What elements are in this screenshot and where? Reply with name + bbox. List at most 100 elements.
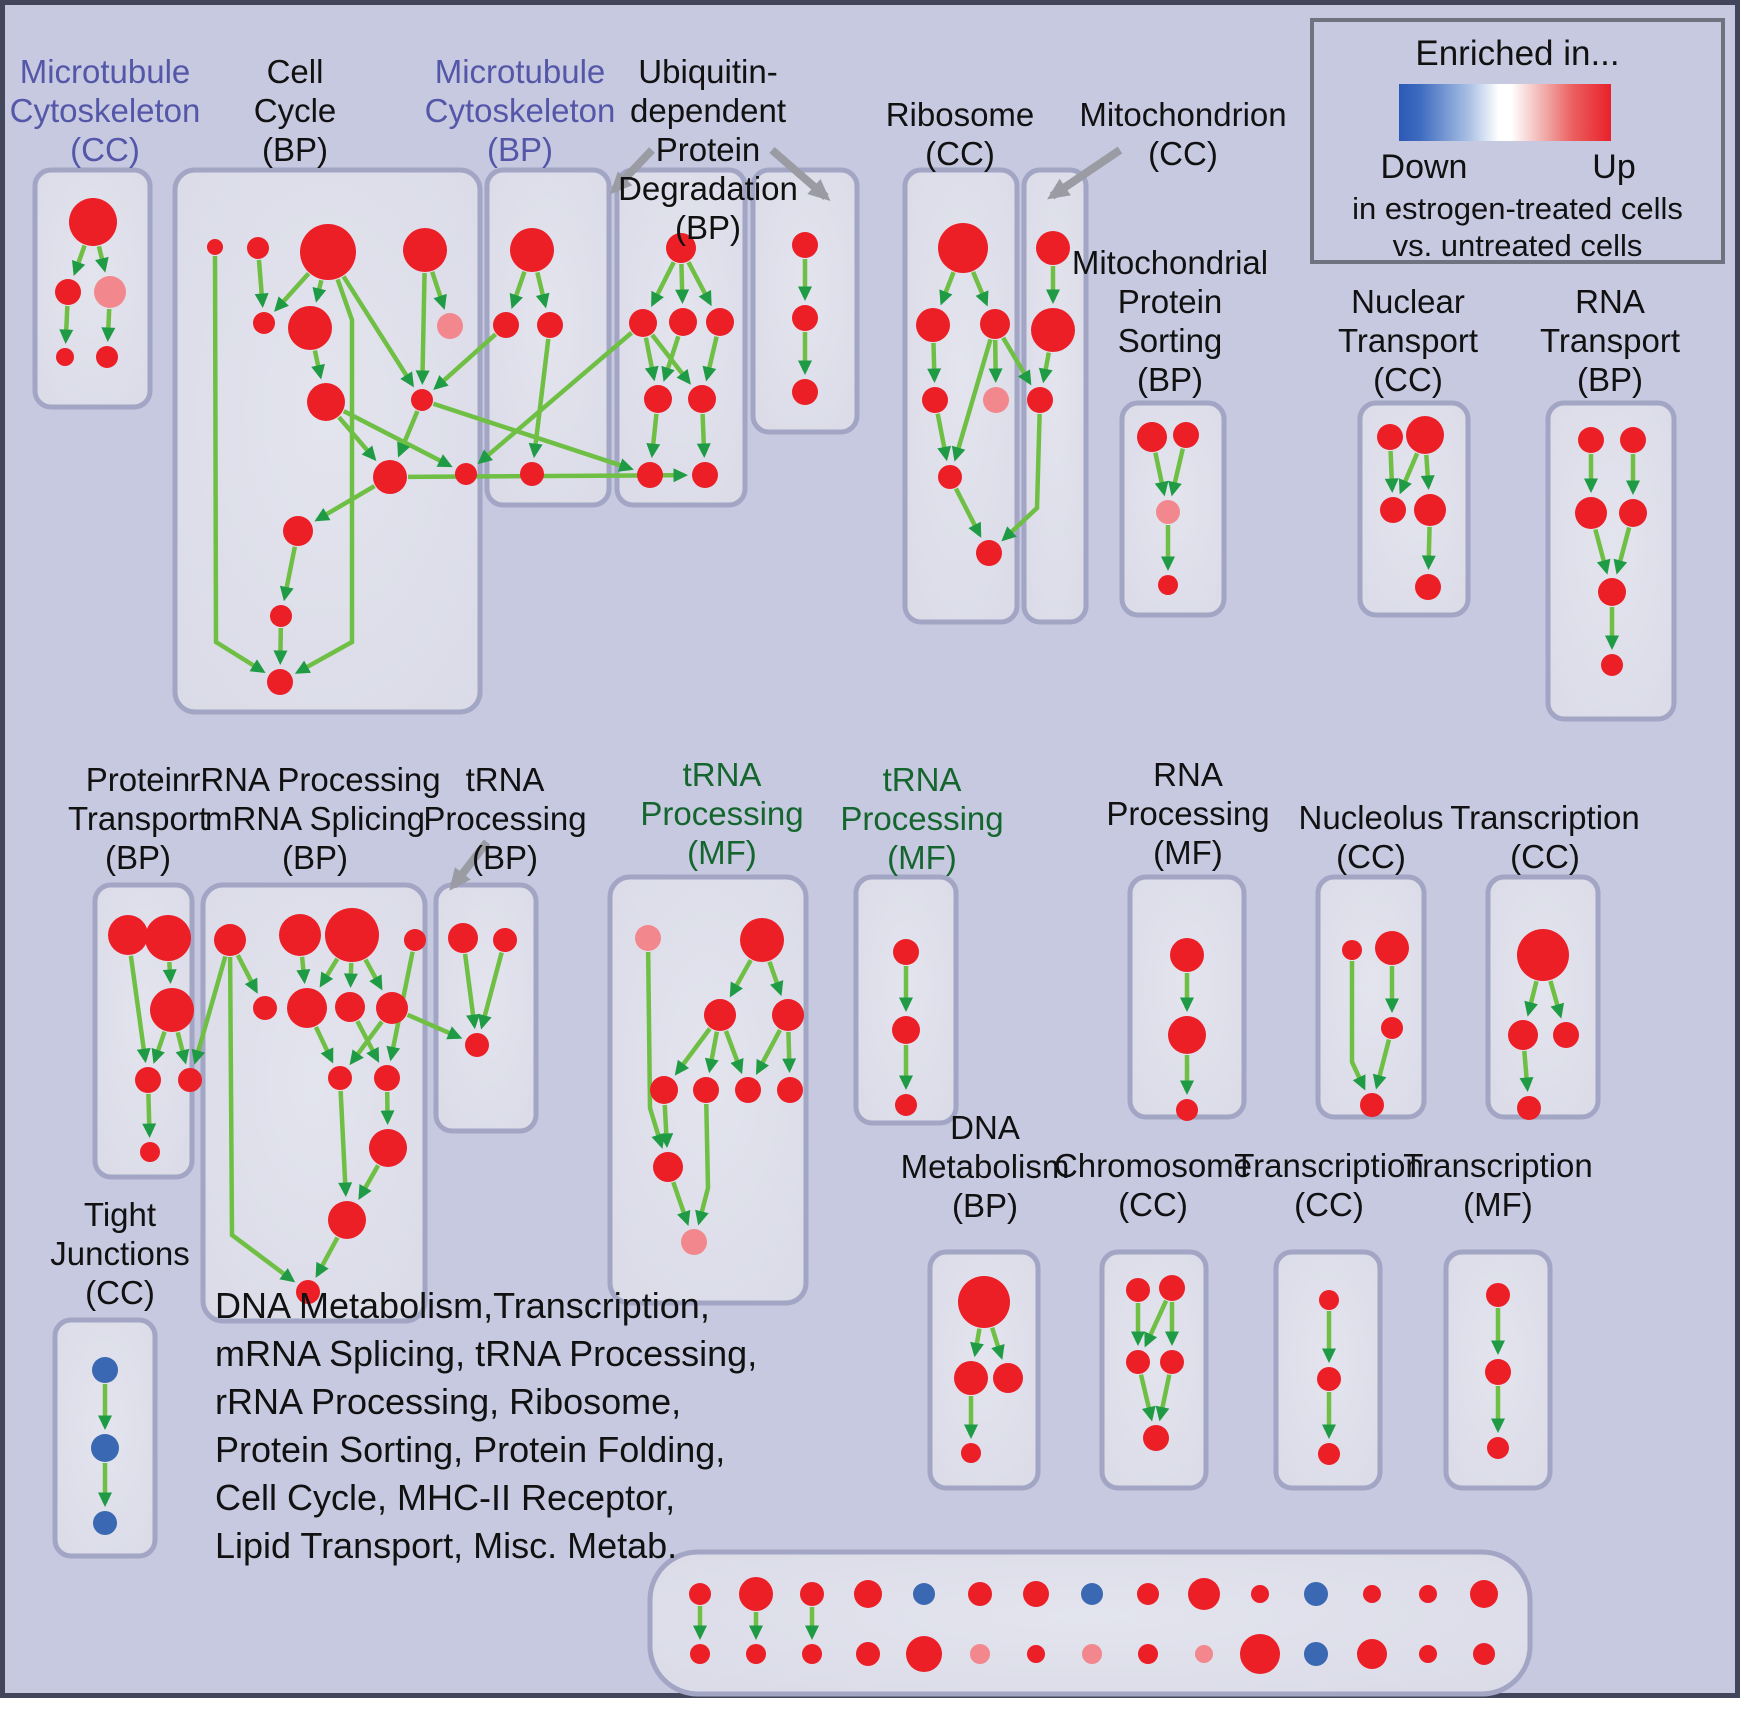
cluster-label: Ubiquitin-dependent Protein Degradation (BP… bbox=[528, 52, 888, 247]
cluster-label-line: mRNA Splicing bbox=[204, 800, 426, 837]
cluster-label-line: (BP) bbox=[105, 839, 171, 876]
cluster-label: RNA Processing (MF) bbox=[1008, 755, 1368, 872]
relation-arrow bbox=[723, 1030, 744, 1075]
go-term-node bbox=[288, 306, 332, 350]
go-term-node bbox=[1375, 931, 1409, 965]
go-term-node bbox=[1419, 1645, 1437, 1663]
cluster-box-rna-transport-bp bbox=[1545, 400, 1677, 722]
relation-arrow bbox=[294, 278, 355, 674]
go-term-node bbox=[644, 385, 672, 413]
relation-arrow bbox=[1372, 1039, 1392, 1090]
go-term-node bbox=[328, 1066, 352, 1090]
go-term-node bbox=[1487, 1437, 1509, 1459]
relation-arrow bbox=[1613, 526, 1632, 575]
relation-arrow bbox=[273, 627, 288, 666]
go-term-node bbox=[96, 346, 118, 368]
legend: Enriched in... Down Up in estrogen-treat… bbox=[1310, 18, 1725, 264]
relation-arrow bbox=[696, 413, 711, 459]
go-term-node bbox=[1419, 1585, 1437, 1603]
cluster-label: Microtubule Cytoskeleton (BP) bbox=[340, 52, 700, 169]
go-term-node bbox=[958, 1276, 1010, 1328]
cluster-label-line: (BP) bbox=[675, 209, 741, 246]
relation-arrow bbox=[128, 955, 151, 1064]
go-term-node bbox=[1508, 1020, 1538, 1050]
cluster-box-rrna-mrna-bp bbox=[200, 882, 428, 1324]
cluster-label-line: Mitochondrion bbox=[1079, 96, 1287, 133]
cluster-label-line: Microtubule bbox=[19, 53, 191, 90]
go-term-node bbox=[455, 463, 477, 485]
go-term-node bbox=[403, 228, 447, 272]
cluster-label-line: (CC) bbox=[1294, 1186, 1364, 1223]
go-term-node bbox=[135, 1067, 161, 1093]
cluster-label: tRNA Processing (MF) bbox=[542, 755, 902, 872]
go-term-node bbox=[1170, 938, 1204, 972]
relation-arrow bbox=[279, 546, 298, 602]
relation-arrow bbox=[342, 409, 453, 468]
go-term-node bbox=[1598, 578, 1626, 606]
go-term-node bbox=[94, 276, 126, 308]
go-term-node bbox=[1517, 929, 1569, 981]
label-pointer-arrow bbox=[449, 839, 491, 891]
go-term-node bbox=[1578, 427, 1604, 453]
go-term-node bbox=[279, 914, 321, 956]
relation-arrow bbox=[675, 263, 690, 305]
go-term-node bbox=[792, 305, 818, 331]
go-term-node bbox=[954, 1361, 988, 1395]
relation-arrow bbox=[355, 1020, 380, 1063]
relation-arrow bbox=[191, 955, 228, 1065]
cluster-label-line: RNA bbox=[1153, 756, 1223, 793]
cluster-label-line: Mitochondrial bbox=[1071, 244, 1269, 281]
go-term-node bbox=[1240, 1634, 1280, 1674]
go-term-node bbox=[1619, 499, 1647, 527]
relation-arrow bbox=[782, 1031, 797, 1074]
relation-arrow bbox=[319, 957, 340, 988]
go-term-node bbox=[493, 928, 517, 952]
go-term-node bbox=[1620, 427, 1646, 453]
go-term-node bbox=[681, 1229, 707, 1255]
go-term-node bbox=[637, 462, 663, 488]
relation-arrow bbox=[1153, 452, 1169, 497]
summary-note: DNA Metabolism,Transcription, mRNA Splici… bbox=[215, 1282, 775, 1570]
relation-arrow bbox=[162, 961, 177, 985]
relation-arrow bbox=[227, 956, 296, 1283]
relation-arrow bbox=[935, 413, 952, 462]
go-term-node bbox=[1342, 940, 1362, 960]
go-term-node bbox=[690, 1644, 710, 1664]
cluster-label-line: Sorting bbox=[1117, 322, 1223, 359]
relation-arrow bbox=[175, 1031, 190, 1065]
cluster-label-line: Protein bbox=[1117, 283, 1223, 320]
go-term-node bbox=[1031, 308, 1075, 352]
cluster-label: Ribosome (CC) bbox=[780, 95, 1140, 173]
relation-arrow bbox=[509, 270, 527, 309]
go-term-node bbox=[802, 1644, 822, 1664]
go-term-node bbox=[1470, 1580, 1498, 1608]
go-term-node bbox=[968, 1582, 992, 1606]
cluster-label-line: (CC) bbox=[70, 131, 140, 168]
go-term-node bbox=[777, 1077, 803, 1103]
relation-arrow bbox=[650, 261, 676, 307]
go-term-node bbox=[404, 929, 426, 951]
relation-arrow bbox=[988, 339, 1003, 384]
cluster-label-line: Junctions bbox=[50, 1235, 190, 1272]
go-term-node bbox=[1357, 1639, 1387, 1669]
go-term-node bbox=[1319, 1290, 1339, 1310]
legend-subtitle-line2: vs. untreated cells bbox=[1392, 228, 1643, 263]
relation-arrow bbox=[646, 413, 661, 459]
go-term-node bbox=[1188, 1578, 1220, 1610]
go-term-node bbox=[1485, 1359, 1511, 1385]
relation-arrow bbox=[1421, 526, 1436, 571]
go-term-node bbox=[1126, 1278, 1150, 1302]
go-term-node bbox=[913, 1583, 935, 1605]
go-term-node bbox=[1363, 1585, 1381, 1603]
cluster-label: Protein Transport (BP) bbox=[0, 760, 318, 877]
relation-arrow bbox=[951, 338, 993, 462]
go-term-node bbox=[267, 669, 293, 695]
relation-arrow bbox=[1001, 413, 1042, 542]
go-term-node bbox=[692, 462, 718, 488]
go-term-node bbox=[1027, 387, 1053, 413]
summary-note-line: DNA Metabolism,Transcription, bbox=[215, 1285, 710, 1326]
cluster-box-mitochondrion-cc bbox=[1021, 167, 1089, 625]
cluster-box-transcription-cc-mid bbox=[1485, 874, 1601, 1120]
go-term-node bbox=[1173, 422, 1199, 448]
cluster-box-chromosome-cc bbox=[1099, 1249, 1209, 1491]
